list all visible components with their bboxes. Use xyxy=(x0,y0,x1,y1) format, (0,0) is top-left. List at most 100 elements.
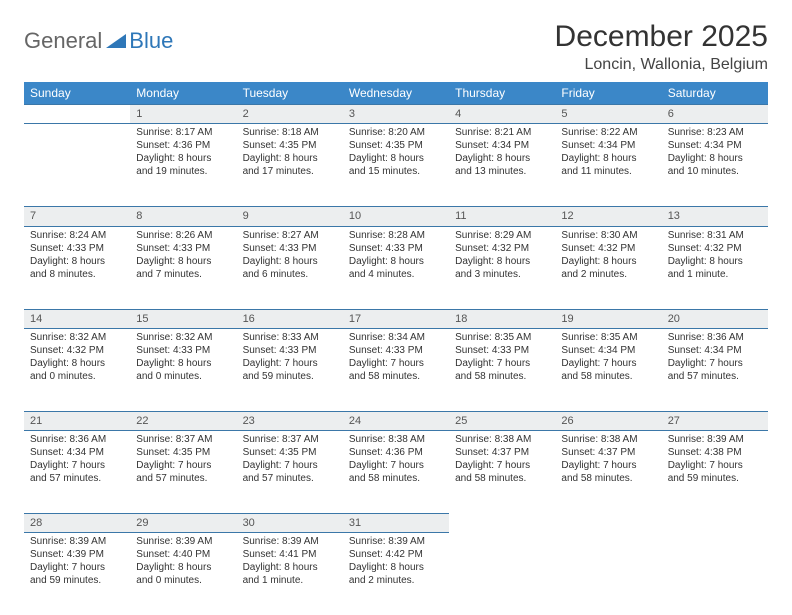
day-number: 28 xyxy=(24,514,130,532)
sunrise-text: Sunrise: 8:36 AM xyxy=(668,331,762,344)
day-content-cell: Sunrise: 8:39 AMSunset: 4:39 PMDaylight:… xyxy=(24,533,130,615)
day-content-cell: Sunrise: 8:39 AMSunset: 4:40 PMDaylight:… xyxy=(130,533,236,615)
sunset-text: Sunset: 4:32 PM xyxy=(30,344,124,357)
daynum-cell: 23 xyxy=(237,411,343,430)
day-cell: Sunrise: 8:39 AMSunset: 4:41 PMDaylight:… xyxy=(237,533,343,593)
sunset-text: Sunset: 4:34 PM xyxy=(30,446,124,459)
daylight-text: Daylight: 7 hours and 57 minutes. xyxy=(668,357,762,383)
daynum-cell: 4 xyxy=(449,105,555,124)
day-cell: Sunrise: 8:39 AMSunset: 4:38 PMDaylight:… xyxy=(662,431,768,491)
daylight-text: Daylight: 7 hours and 57 minutes. xyxy=(30,459,124,485)
empty-cell xyxy=(449,533,555,615)
daylight-text: Daylight: 8 hours and 7 minutes. xyxy=(136,255,230,281)
sunrise-text: Sunrise: 8:35 AM xyxy=(561,331,655,344)
sunset-text: Sunset: 4:35 PM xyxy=(136,446,230,459)
daylight-text: Daylight: 7 hours and 58 minutes. xyxy=(455,459,549,485)
daylight-text: Daylight: 8 hours and 17 minutes. xyxy=(243,152,337,178)
daylight-text: Daylight: 7 hours and 57 minutes. xyxy=(136,459,230,485)
sunrise-text: Sunrise: 8:32 AM xyxy=(136,331,230,344)
sunrise-text: Sunrise: 8:34 AM xyxy=(349,331,443,344)
day-number: 6 xyxy=(662,105,768,123)
sunset-text: Sunset: 4:37 PM xyxy=(561,446,655,459)
sunset-text: Sunset: 4:33 PM xyxy=(136,242,230,255)
sunrise-text: Sunrise: 8:39 AM xyxy=(668,433,762,446)
sunset-text: Sunset: 4:33 PM xyxy=(349,242,443,255)
daylight-text: Daylight: 7 hours and 58 minutes. xyxy=(561,357,655,383)
daylight-text: Daylight: 8 hours and 0 minutes. xyxy=(136,561,230,587)
daynum-row: 21222324252627 xyxy=(24,411,768,430)
daylight-text: Daylight: 8 hours and 0 minutes. xyxy=(30,357,124,383)
day-cell: Sunrise: 8:27 AMSunset: 4:33 PMDaylight:… xyxy=(237,227,343,287)
calendar-body: 123456Sunrise: 8:17 AMSunset: 4:36 PMDay… xyxy=(24,105,768,615)
daynum-cell: 13 xyxy=(662,207,768,226)
daylight-text: Daylight: 7 hours and 59 minutes. xyxy=(243,357,337,383)
day-content-cell: Sunrise: 8:23 AMSunset: 4:34 PMDaylight:… xyxy=(662,124,768,207)
daylight-text: Daylight: 8 hours and 2 minutes. xyxy=(349,561,443,587)
sunset-text: Sunset: 4:33 PM xyxy=(30,242,124,255)
sunrise-text: Sunrise: 8:24 AM xyxy=(30,229,124,242)
daylight-text: Daylight: 8 hours and 4 minutes. xyxy=(349,255,443,281)
empty-cell xyxy=(662,533,768,615)
sunset-text: Sunset: 4:34 PM xyxy=(668,344,762,357)
day-number: 15 xyxy=(130,310,236,328)
empty-cell xyxy=(555,514,661,533)
sunset-text: Sunset: 4:38 PM xyxy=(668,446,762,459)
daynum-row: 123456 xyxy=(24,105,768,124)
sunset-text: Sunset: 4:39 PM xyxy=(30,548,124,561)
sunrise-text: Sunrise: 8:20 AM xyxy=(349,126,443,139)
day-content-cell: Sunrise: 8:39 AMSunset: 4:41 PMDaylight:… xyxy=(237,533,343,615)
day-cell: Sunrise: 8:37 AMSunset: 4:35 PMDaylight:… xyxy=(130,431,236,491)
sunset-text: Sunset: 4:36 PM xyxy=(349,446,443,459)
daynum-row: 14151617181920 xyxy=(24,309,768,328)
daylight-text: Daylight: 8 hours and 19 minutes. xyxy=(136,152,230,178)
sunrise-text: Sunrise: 8:18 AM xyxy=(243,126,337,139)
daycell-row: Sunrise: 8:39 AMSunset: 4:39 PM Daylight:… xyxy=(24,533,768,615)
weekday-header: Sunday xyxy=(24,82,130,105)
daynum-cell: 24 xyxy=(343,411,449,430)
sunrise-text: Sunrise: 8:17 AM xyxy=(136,126,230,139)
day-content-cell: Sunrise: 8:34 AMSunset: 4:33 PMDaylight:… xyxy=(343,328,449,411)
daynum-row: 78910111213 xyxy=(24,207,768,226)
day-content-cell: Sunrise: 8:35 AMSunset: 4:34 PMDaylight:… xyxy=(555,328,661,411)
daylight-text: Daylight: 7 hours and 58 minutes. xyxy=(561,459,655,485)
day-content-cell: Sunrise: 8:39 AMSunset: 4:38 PMDaylight:… xyxy=(662,431,768,514)
day-content-cell: Sunrise: 8:17 AMSunset: 4:36 PMDaylight:… xyxy=(130,124,236,207)
day-number: 14 xyxy=(24,310,130,328)
day-cell: Sunrise: 8:29 AMSunset: 4:32 PMDaylight:… xyxy=(449,227,555,287)
daynum-cell: 6 xyxy=(662,105,768,124)
title-block: December 2025 Loncin, Wallonia, Belgium xyxy=(555,20,768,74)
day-cell: Sunrise: 8:22 AMSunset: 4:34 PMDaylight:… xyxy=(555,124,661,184)
day-cell: Sunrise: 8:30 AMSunset: 4:32 PMDaylight:… xyxy=(555,227,661,287)
daylight-text: Daylight: 8 hours and 13 minutes. xyxy=(455,152,549,178)
day-content-cell: Sunrise: 8:33 AMSunset: 4:33 PMDaylight:… xyxy=(237,328,343,411)
day-number: 3 xyxy=(343,105,449,123)
sunrise-text: Sunrise: 8:22 AM xyxy=(561,126,655,139)
sunrise-text: Sunrise: 8:30 AM xyxy=(561,229,655,242)
day-cell: Sunrise: 8:18 AMSunset: 4:35 PMDaylight:… xyxy=(237,124,343,184)
brand-logo: General Blue xyxy=(24,20,173,54)
day-cell: Sunrise: 8:36 AMSunset: 4:34 PMDaylight:… xyxy=(662,329,768,389)
empty-cell xyxy=(24,124,130,207)
day-content-cell: Sunrise: 8:24 AMSunset: 4:33 PMDaylight:… xyxy=(24,226,130,309)
weekday-header: Saturday xyxy=(662,82,768,105)
daynum-cell: 28 xyxy=(24,514,130,533)
day-content-cell: Sunrise: 8:27 AMSunset: 4:33 PMDaylight:… xyxy=(237,226,343,309)
day-number: 24 xyxy=(343,412,449,430)
empty-cell xyxy=(24,105,130,124)
sunset-text: Sunset: 4:34 PM xyxy=(668,139,762,152)
sunrise-text: Sunrise: 8:27 AM xyxy=(243,229,337,242)
sunrise-text: Sunrise: 8:29 AM xyxy=(455,229,549,242)
weekday-header: Friday xyxy=(555,82,661,105)
day-content-cell: Sunrise: 8:32 AMSunset: 4:32 PMDaylight:… xyxy=(24,328,130,411)
day-number: 2 xyxy=(237,105,343,123)
day-content-cell: Sunrise: 8:32 AMSunset: 4:33 PMDaylight:… xyxy=(130,328,236,411)
day-content-cell: Sunrise: 8:21 AMSunset: 4:34 PMDaylight:… xyxy=(449,124,555,207)
brand-part1: General xyxy=(24,28,102,54)
sunrise-text: Sunrise: 8:39 AM xyxy=(30,535,124,548)
day-cell: Sunrise: 8:21 AMSunset: 4:34 PMDaylight:… xyxy=(449,124,555,184)
day-number: 13 xyxy=(662,207,768,225)
sunrise-text: Sunrise: 8:38 AM xyxy=(455,433,549,446)
daynum-cell: 21 xyxy=(24,411,130,430)
daylight-text: Daylight: 8 hours and 1 minute. xyxy=(243,561,337,587)
daynum-row: 28293031 xyxy=(24,514,768,533)
